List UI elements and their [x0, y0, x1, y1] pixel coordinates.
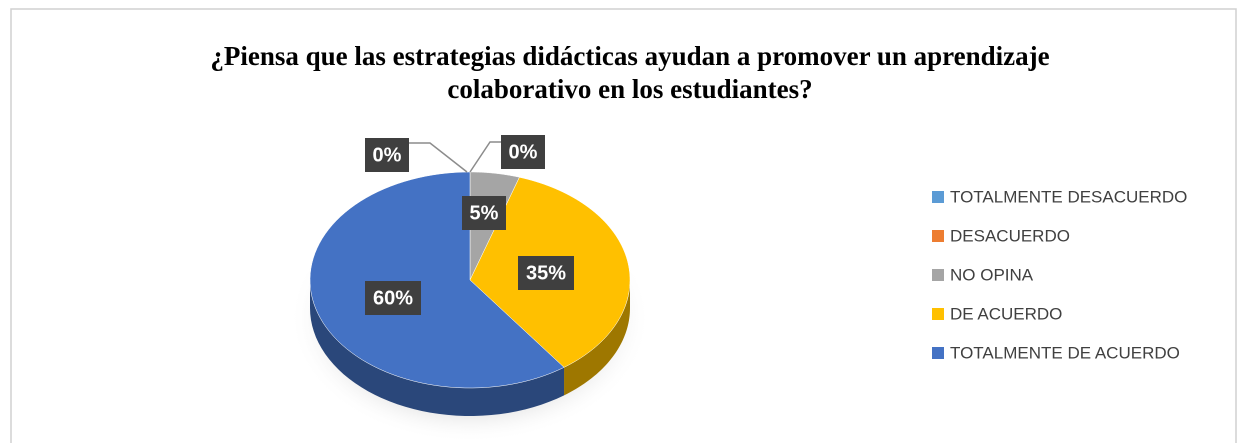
pie-slice	[309, 171, 565, 389]
leader-line	[405, 142, 468, 173]
legend-label: DE ACUERDO	[950, 304, 1062, 323]
data-label-box	[365, 281, 421, 315]
data-label: 5%	[470, 202, 499, 224]
legend-swatch	[932, 347, 944, 359]
legend-label: TOTALMENTE DESACUERDO	[950, 187, 1187, 206]
data-label: 0%	[509, 141, 538, 163]
legend-swatch	[932, 230, 944, 242]
pie-side	[310, 280, 565, 416]
legend-label: NO OPINA	[950, 265, 1034, 284]
data-label-box	[462, 196, 506, 230]
data-label-box	[501, 135, 545, 169]
data-label-box	[518, 256, 574, 290]
legend-label: TOTALMENTE DE ACUERDO	[950, 343, 1180, 362]
pie-side	[564, 280, 630, 396]
legend-swatch	[932, 269, 944, 281]
chart-title: ¿Piensa que las estrategias didácticas a…	[210, 41, 1050, 104]
legend-swatch	[932, 308, 944, 320]
data-label: 35%	[526, 262, 566, 284]
legend-label: DESACUERDO	[950, 226, 1070, 245]
leader-line	[469, 141, 505, 173]
data-label: 60%	[373, 287, 413, 309]
chart-border	[10, 8, 1237, 443]
legend-swatch	[932, 191, 944, 203]
data-label: 0%	[373, 144, 402, 166]
data-label-box	[365, 138, 409, 172]
